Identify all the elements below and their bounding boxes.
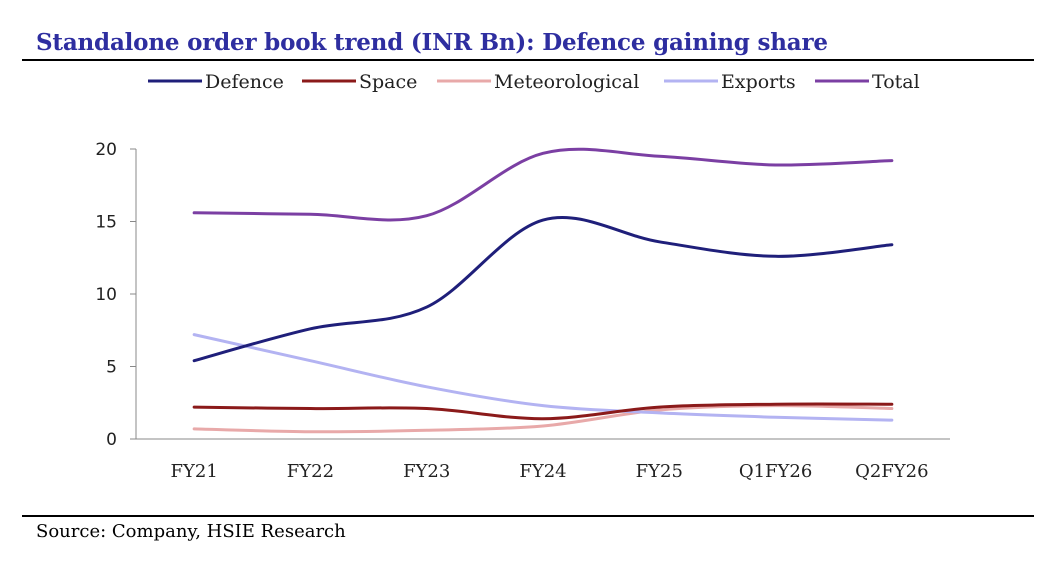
- source-note: Source: Company, HSIE Research: [36, 521, 346, 542]
- data-point-defence: [425, 306, 428, 309]
- legend-label: Defence: [205, 71, 284, 93]
- data-point-defence: [309, 327, 312, 330]
- data-point-total: [425, 214, 428, 217]
- x-tick-label: FY22: [287, 461, 334, 482]
- data-point-defence: [774, 255, 777, 258]
- data-point-total: [774, 163, 777, 166]
- legend-item-exports: Exports: [664, 71, 796, 93]
- data-point-defence: [542, 219, 545, 222]
- data-point-defence: [658, 240, 661, 243]
- chart: Defence Space Meteorological Exports Total 0…: [95, 71, 950, 482]
- bottom-rule: [22, 515, 1034, 517]
- x-tick-label: FY23: [403, 461, 450, 482]
- data-point-exports: [309, 359, 312, 362]
- legend-item-defence: Defence: [148, 71, 284, 93]
- data-point-space: [193, 406, 196, 409]
- series-line-space: [192, 402, 894, 421]
- chart-title: Standalone order book trend (INR Bn): De…: [36, 29, 828, 56]
- series-line-exports: [192, 333, 894, 422]
- y-tick-label: 20: [95, 140, 117, 160]
- data-point-meteorological: [542, 424, 545, 427]
- data-point-exports: [658, 411, 661, 414]
- x-tick-label: FY21: [171, 461, 218, 482]
- data-point-exports: [890, 419, 893, 422]
- data-point-defence: [193, 359, 196, 362]
- data-point-exports: [774, 416, 777, 419]
- top-rule: [22, 59, 1034, 61]
- data-point-space: [309, 407, 312, 410]
- data-point-space: [425, 407, 428, 410]
- y-tick-label: 15: [95, 213, 117, 233]
- data-point-total: [542, 152, 545, 155]
- legend-item-total: Total: [815, 71, 920, 93]
- legend-label: Meteorological: [494, 71, 639, 93]
- data-point-meteorological: [425, 429, 428, 432]
- data-point-space: [890, 403, 893, 406]
- data-point-meteorological: [193, 427, 196, 430]
- series-line-total: [192, 147, 894, 222]
- x-tick-label: FY24: [519, 461, 566, 482]
- series-line-defence: [192, 215, 894, 363]
- legend: Defence Space Meteorological Exports Total: [148, 71, 920, 93]
- data-point-space: [542, 417, 545, 420]
- legend-item-meteorological: Meteorological: [437, 71, 639, 93]
- y-tick-label: 0: [106, 430, 117, 450]
- x-tick-label: Q2FY26: [855, 461, 929, 482]
- data-point-exports: [425, 385, 428, 388]
- series-lines: [192, 147, 894, 434]
- data-point-space: [658, 406, 661, 409]
- y-tick-label: 10: [95, 285, 117, 305]
- data-point-meteorological: [309, 430, 312, 433]
- data-point-exports: [542, 404, 545, 407]
- x-tick-label: Q1FY26: [739, 461, 813, 482]
- legend-label: Space: [359, 71, 417, 93]
- data-point-total: [890, 159, 893, 162]
- data-point-defence: [890, 243, 893, 246]
- data-point-total: [193, 211, 196, 214]
- legend-item-space: Space: [302, 71, 417, 93]
- y-tick-label: 5: [106, 358, 117, 378]
- data-point-meteorological: [658, 409, 661, 412]
- legend-label: Total: [872, 71, 920, 93]
- data-point-meteorological: [890, 407, 893, 410]
- legend-label: Exports: [721, 71, 796, 93]
- data-point-exports: [193, 333, 196, 336]
- x-tick-label: FY25: [636, 461, 683, 482]
- axes: 0 5 10 15 20 FY21 FY22 FY23 FY24 FY25 Q1FY26 Q2FY26: [95, 140, 950, 482]
- data-point-total: [658, 155, 661, 158]
- data-point-total: [309, 213, 312, 216]
- data-point-space: [774, 403, 777, 406]
